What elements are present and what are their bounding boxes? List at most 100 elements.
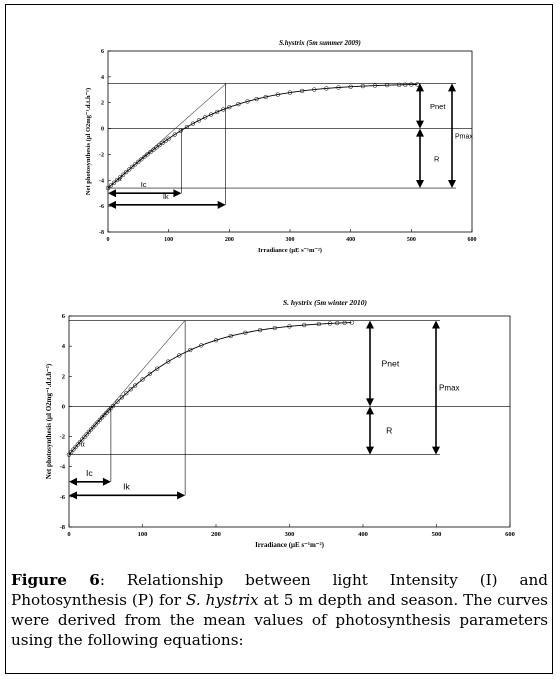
data-point bbox=[177, 353, 182, 358]
x-tick-label: 500 bbox=[407, 237, 416, 243]
x-tick-label: 600 bbox=[468, 237, 477, 243]
data-point bbox=[227, 105, 232, 110]
data-point bbox=[128, 387, 133, 392]
data-point bbox=[275, 92, 281, 97]
data-point bbox=[75, 442, 80, 447]
data-point bbox=[133, 162, 138, 167]
ic-label: Ic bbox=[141, 180, 147, 189]
y-tick-label: -4 bbox=[99, 178, 104, 184]
pnet-arrow-head-up bbox=[366, 320, 374, 329]
data-point bbox=[139, 157, 144, 162]
data-point bbox=[213, 338, 219, 343]
data-point bbox=[155, 366, 160, 371]
pnet-arrow-head-down bbox=[416, 120, 424, 129]
ik-arrow-head-left bbox=[69, 491, 77, 500]
data-point bbox=[228, 333, 233, 339]
data-point bbox=[397, 82, 402, 87]
y-tick-label: 4 bbox=[101, 75, 104, 81]
data-point bbox=[124, 169, 129, 175]
data-point bbox=[335, 320, 340, 326]
data-point bbox=[287, 324, 292, 329]
data-point bbox=[95, 420, 100, 425]
data-point bbox=[148, 149, 153, 155]
ik-arrow-head-right bbox=[217, 200, 226, 209]
caption-species: S. hystrix bbox=[185, 591, 259, 609]
data-point bbox=[342, 320, 347, 325]
data-point bbox=[302, 322, 307, 328]
y-tick-label: 2 bbox=[62, 373, 65, 380]
pmax-arrow-head-up bbox=[432, 320, 440, 329]
data-point bbox=[105, 185, 111, 191]
data-point bbox=[121, 172, 126, 177]
data-point bbox=[80, 437, 85, 442]
y-tick-label: 2 bbox=[101, 101, 104, 107]
data-point bbox=[254, 96, 259, 102]
pmax-arrow-head-down bbox=[448, 180, 456, 189]
chart-title: S.hystrix (5m summer 2009) bbox=[279, 39, 361, 47]
y-tick-label: 0 bbox=[62, 403, 65, 410]
data-point bbox=[348, 84, 353, 89]
data-point bbox=[115, 399, 120, 404]
ic-arrow-head-left bbox=[69, 477, 77, 486]
data-point bbox=[127, 167, 132, 172]
pmax-label: Pmax bbox=[455, 134, 473, 141]
data-point bbox=[349, 320, 355, 325]
data-point bbox=[88, 427, 94, 432]
x-tick-label: 300 bbox=[285, 531, 295, 538]
data-point bbox=[77, 439, 83, 445]
ic-arrow-head-right bbox=[173, 189, 182, 198]
data-point bbox=[196, 118, 202, 123]
data-point bbox=[93, 422, 98, 427]
data-point bbox=[124, 391, 129, 396]
x-tick-label: 400 bbox=[358, 531, 368, 538]
data-point bbox=[257, 327, 263, 333]
data-point bbox=[312, 87, 317, 92]
data-point bbox=[69, 449, 74, 455]
data-point bbox=[403, 82, 408, 87]
x-tick-label: 600 bbox=[505, 531, 515, 538]
y-tick-label: -2 bbox=[60, 434, 65, 441]
data-point bbox=[215, 109, 220, 115]
data-point bbox=[108, 406, 114, 411]
ik-label: Ik bbox=[163, 192, 169, 201]
data-point bbox=[208, 112, 214, 117]
data-point bbox=[106, 408, 111, 413]
data-point bbox=[140, 377, 145, 382]
x-tick-label: 400 bbox=[346, 237, 355, 243]
data-point bbox=[263, 94, 268, 100]
data-point bbox=[160, 140, 165, 146]
data-point bbox=[119, 395, 125, 400]
y-tick-label: -4 bbox=[60, 464, 66, 471]
data-point bbox=[316, 321, 322, 327]
r-arrow-head-down bbox=[416, 180, 424, 189]
ic-label: Ic bbox=[86, 468, 93, 478]
pnet-label: Pnet bbox=[430, 102, 446, 111]
data-point bbox=[108, 183, 114, 188]
y-tick-label: -6 bbox=[99, 204, 104, 210]
data-point bbox=[97, 417, 103, 422]
data-point bbox=[327, 321, 333, 326]
data-point bbox=[66, 452, 72, 457]
x-axis-label: Irradiance (μE s⁻¹m⁻²) bbox=[255, 541, 324, 549]
data-point bbox=[188, 347, 193, 353]
data-point bbox=[136, 159, 141, 164]
data-point bbox=[111, 180, 117, 185]
data-point bbox=[178, 128, 183, 133]
data-point bbox=[166, 359, 171, 364]
data-point bbox=[142, 154, 147, 159]
y-axis-label: Net photosynthesis (μl O2mg⁻¹.d.t.h⁻¹) bbox=[45, 363, 53, 479]
data-point bbox=[184, 124, 190, 130]
data-point bbox=[409, 82, 414, 87]
pnet-label: Pnet bbox=[382, 358, 400, 368]
figure-frame bbox=[5, 4, 553, 674]
alpha-symbol: α bbox=[118, 175, 122, 183]
pnet-arrow-head-up bbox=[416, 83, 424, 92]
x-tick-label: 0 bbox=[107, 237, 110, 243]
data-point bbox=[199, 343, 204, 348]
data-point bbox=[299, 88, 305, 94]
data-point bbox=[145, 152, 150, 157]
data-point bbox=[415, 82, 420, 87]
r-arrow-head-down bbox=[366, 446, 374, 455]
data-point bbox=[172, 132, 177, 137]
data-point bbox=[360, 83, 365, 89]
